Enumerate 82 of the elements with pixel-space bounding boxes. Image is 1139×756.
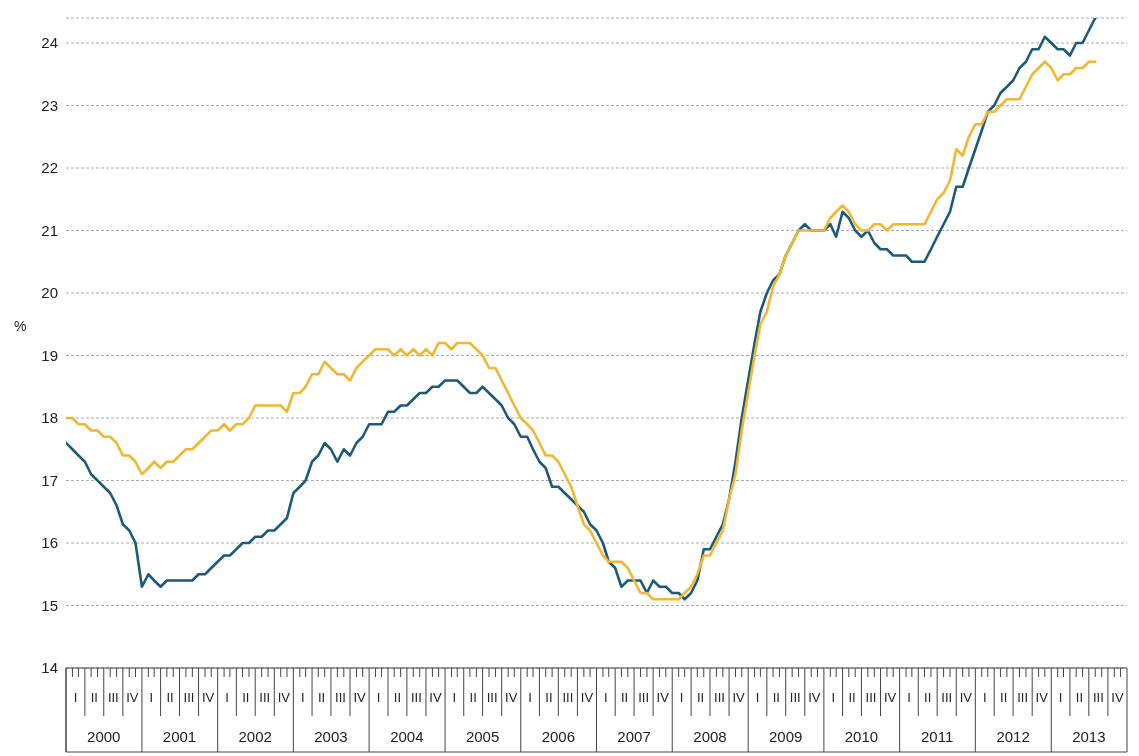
text: IV: [277, 690, 291, 705]
text: IV: [732, 690, 746, 705]
text: III: [335, 690, 346, 705]
y-tick-label: 21: [41, 221, 58, 239]
text: II: [242, 690, 250, 705]
text: III: [1017, 690, 1029, 705]
text: IV: [429, 690, 442, 705]
text: I: [982, 690, 987, 705]
text: I: [452, 690, 457, 705]
text: IV: [1111, 690, 1124, 705]
x-tick-label: 2005: [465, 728, 500, 745]
y-tick-label: 24: [41, 34, 58, 52]
text: III: [789, 690, 801, 705]
text: II: [317, 690, 326, 705]
text: I: [604, 690, 608, 705]
text: III: [410, 690, 422, 705]
x-tick-label: 2012: [996, 728, 1030, 745]
text: III: [941, 690, 953, 705]
text: III: [107, 690, 119, 705]
x-tick-label: 2002: [238, 728, 272, 745]
y-tick-label: 17: [41, 471, 58, 489]
y-tick-label: 23: [41, 96, 58, 114]
text: IV: [505, 690, 518, 705]
text: I: [225, 690, 229, 705]
text: III: [259, 690, 271, 705]
text: III: [714, 690, 725, 705]
text: I: [149, 690, 154, 705]
y-tick-label: 18: [41, 409, 58, 427]
text: IV: [959, 690, 973, 705]
y-tick-label: 15: [41, 596, 58, 614]
text: II: [545, 690, 553, 705]
y-tick-label: 14: [41, 659, 58, 677]
text: III: [562, 690, 574, 705]
text: I: [73, 690, 78, 705]
x-tick-label: 2001: [162, 728, 197, 745]
y-tick-label: 16: [41, 534, 58, 552]
text: III: [865, 690, 877, 705]
x-tick-label: 2006: [541, 728, 576, 745]
text: II: [620, 690, 629, 705]
text: II: [166, 690, 174, 705]
y-axis-title: %: [14, 318, 27, 334]
y-tick-label: 20: [41, 284, 58, 302]
text: IV: [580, 690, 594, 705]
text: III: [486, 690, 498, 705]
text: II: [1075, 690, 1083, 705]
text: IV: [808, 690, 821, 705]
text: II: [469, 690, 477, 705]
x-tick-label: 2009: [769, 728, 803, 745]
text: II: [848, 690, 856, 705]
text: III: [638, 690, 650, 705]
text: I: [831, 690, 836, 705]
x-tick-label: 2000: [87, 728, 121, 745]
text: I: [679, 690, 684, 705]
text: II: [772, 690, 780, 705]
y-tick-label: 19: [41, 346, 58, 364]
text: II: [696, 690, 705, 705]
x-tick-label: 2004: [390, 728, 424, 745]
text: I: [528, 690, 532, 705]
text: I: [907, 690, 911, 705]
text: IV: [656, 690, 670, 705]
text: II: [924, 690, 932, 705]
text: IV: [126, 690, 139, 705]
x-tick-label: 2003: [314, 728, 348, 745]
text: I: [300, 690, 305, 705]
text: IV: [883, 690, 897, 705]
text: IV: [353, 690, 367, 705]
text: III: [183, 690, 195, 705]
text: II: [90, 690, 98, 705]
text: I: [376, 690, 381, 705]
text: IV: [201, 690, 215, 705]
text: I: [755, 690, 760, 705]
x-tick-label: 2013: [1072, 728, 1106, 745]
text: II: [1000, 690, 1008, 705]
text: III: [1092, 690, 1104, 705]
x-tick-label: 2010: [844, 728, 879, 745]
x-tick-label: 2011: [921, 728, 954, 745]
y-tick-label: 22: [41, 159, 58, 177]
text: IV: [1035, 690, 1049, 705]
text: II: [393, 690, 402, 705]
x-tick-label: 2008: [693, 728, 727, 745]
text: I: [1058, 690, 1063, 705]
x-tick-label: 2007: [617, 728, 651, 745]
